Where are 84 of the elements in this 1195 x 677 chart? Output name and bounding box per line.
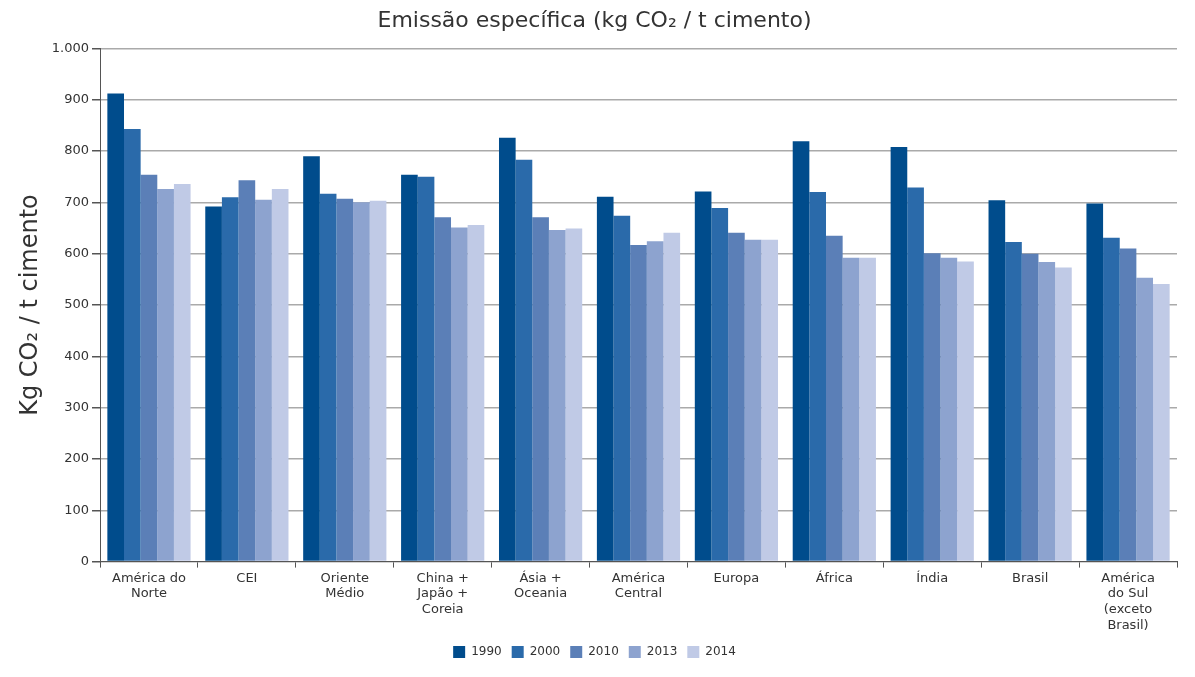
bar [369,200,387,561]
bar [173,183,191,561]
bar [1055,267,1072,561]
bar [1021,253,1039,561]
x-tick-label: Índia [916,569,949,585]
y-tick-label: 800 [64,142,90,158]
bar [890,146,908,561]
y-tick-label: 700 [64,193,90,209]
y-tick-label: 500 [64,296,90,312]
bar [434,217,452,561]
bar [744,239,762,561]
y-tick-label: 0 [80,552,90,568]
bar [319,193,337,561]
bar [140,174,158,561]
bar [205,206,222,561]
bar [498,137,516,561]
x-tick-label: África [815,569,853,585]
y-tick-label: 400 [64,347,90,363]
legend-label: 2013 [646,644,678,659]
bar [1136,277,1154,561]
x-tick-label: CEI [236,569,258,585]
bar [663,232,681,561]
x-tick-label: América do Sul (exceto Brasil) [1101,569,1155,632]
bar [1038,261,1056,561]
legend-label: 2000 [529,644,561,659]
bar [157,189,174,561]
bar [907,187,924,561]
x-tick-label: Brasil [1012,569,1049,585]
y-tick-label: 600 [64,245,90,261]
x-tick-label: Europa [713,569,760,585]
bar [515,159,533,561]
bar [336,198,354,561]
y-tick-label: 100 [64,501,90,517]
bar [238,180,256,561]
bar [630,244,647,561]
bar [792,141,810,561]
bar [826,235,843,561]
bar [1086,203,1104,561]
bar [940,257,958,561]
bar [646,241,664,561]
bar [401,174,418,561]
bar [565,228,583,561]
y-axis-title: Kg CO₂ / t cimento [14,194,43,416]
bar [271,189,289,561]
bar [923,253,941,561]
bar [532,217,549,561]
y-tick-label: 900 [64,91,90,107]
bar [957,261,974,561]
y-tick-label: 300 [64,399,90,415]
bar [859,257,876,561]
bar [694,191,712,561]
bar [353,202,370,561]
bar [124,128,141,561]
x-tick-label: Oriente Médio [320,569,370,601]
bar [596,196,614,561]
bar [255,199,272,561]
x-tick-label: China + Japão + Coreia [416,569,469,616]
chart-title: Emissão específica (kg CO₂ / t cimento) [377,6,812,32]
bar [761,239,779,561]
bar [809,192,826,561]
bar [988,200,1006,561]
y-tick-label: 200 [64,450,90,466]
legend-label: 2010 [588,644,619,659]
bar [1005,241,1022,561]
bar [221,197,239,561]
bar [711,208,729,561]
y-tick-label: 1.000 [51,39,90,55]
bar [417,176,435,561]
x-tick-label: América do Norte [111,569,186,601]
bar [728,232,745,561]
bar [842,257,860,561]
x-tick-label: América Central [611,569,666,601]
bar [1119,248,1137,561]
bar [303,156,320,561]
bar [451,227,468,561]
legend-label: 1990 [471,644,502,659]
bar [1103,237,1120,561]
x-tick-label: Ásia + Oceania [514,569,568,601]
bar [1153,283,1170,561]
bar [107,93,124,561]
bar [613,215,631,561]
bar [548,230,566,561]
legend-label: 2014 [705,644,736,659]
bar [467,224,485,561]
